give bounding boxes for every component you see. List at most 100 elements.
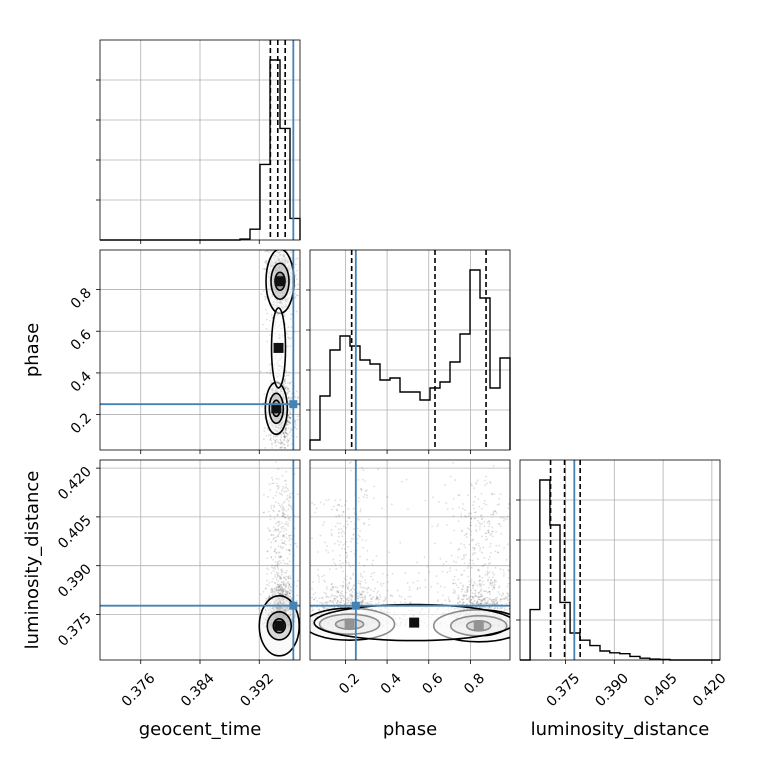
sample-point	[322, 603, 324, 605]
sample-point	[483, 606, 486, 609]
sample-point	[507, 601, 510, 604]
sample-point	[261, 405, 264, 408]
sample-point	[476, 596, 479, 599]
sample-point	[281, 541, 284, 544]
sample-point	[492, 510, 495, 513]
sample-point	[319, 601, 322, 604]
sample-point	[282, 507, 285, 510]
sample-point	[288, 582, 291, 585]
sample-point	[294, 296, 297, 298]
sample-point	[285, 490, 288, 493]
sample-point	[348, 582, 351, 585]
sample-point	[285, 585, 288, 588]
sample-point	[287, 577, 290, 580]
sample-point	[281, 493, 283, 496]
sample-point	[284, 382, 287, 385]
sample-point	[448, 600, 451, 603]
sample-point	[270, 572, 273, 574]
sample-point	[280, 530, 282, 533]
sample-point	[278, 504, 281, 507]
sample-point	[280, 569, 283, 572]
sample-point	[281, 592, 283, 595]
sample-point	[283, 381, 285, 383]
sample-point	[289, 577, 292, 579]
sample-point	[353, 588, 356, 591]
sample-point	[474, 517, 477, 520]
sample-point	[290, 251, 293, 254]
sample-point	[269, 369, 272, 372]
sample-point	[340, 599, 343, 602]
sample-point	[359, 555, 361, 558]
sample-point	[484, 597, 487, 599]
sample-point	[478, 598, 480, 601]
sample-point	[289, 422, 291, 425]
sample-point	[268, 251, 270, 254]
sample-point	[491, 513, 494, 516]
sample-point	[488, 590, 491, 593]
sample-point	[342, 595, 345, 597]
sample-point	[359, 582, 361, 585]
sample-point	[284, 428, 287, 431]
sample-point	[475, 530, 478, 533]
sample-point	[267, 584, 270, 587]
sample-point	[313, 598, 316, 601]
sample-point	[285, 593, 288, 596]
sample-point	[287, 405, 290, 407]
sample-point	[410, 601, 412, 604]
sample-point	[284, 378, 286, 381]
sample-point	[323, 607, 326, 610]
sample-point	[285, 470, 288, 473]
sample-point	[478, 575, 481, 578]
sample-point	[279, 506, 282, 508]
sample-point	[276, 513, 279, 516]
sample-point	[282, 444, 285, 446]
sample-point	[287, 427, 290, 430]
sample-point	[287, 522, 290, 525]
sample-point	[326, 587, 328, 590]
sample-point	[484, 484, 487, 486]
sample-point	[268, 595, 271, 598]
sample-point	[472, 552, 475, 555]
sample-point	[270, 546, 273, 549]
sample-point	[266, 371, 269, 374]
sample-point	[290, 586, 293, 589]
sample-point	[484, 599, 487, 601]
sample-point	[357, 579, 360, 582]
sample-point	[342, 511, 345, 513]
sample-point	[269, 372, 272, 375]
sample-point	[470, 599, 473, 601]
sample-point	[288, 307, 291, 310]
sample-point	[288, 338, 291, 340]
sample-point	[279, 593, 281, 596]
sample-point	[285, 429, 288, 432]
sample-point	[266, 427, 269, 430]
sample-point	[399, 541, 402, 544]
sample-point	[348, 589, 351, 592]
sample-point	[474, 495, 477, 498]
sample-point	[361, 600, 364, 603]
sample-point	[458, 506, 460, 509]
sample-point	[374, 587, 377, 590]
sample-point	[287, 336, 289, 338]
sample-point	[272, 526, 275, 529]
sample-point	[266, 550, 269, 553]
sample-point	[432, 496, 435, 499]
sample-point	[341, 586, 344, 589]
sample-point	[467, 514, 470, 517]
sample-point	[342, 585, 345, 587]
sample-point	[493, 603, 496, 605]
sample-point	[457, 520, 460, 523]
sample-point	[436, 591, 439, 594]
sample-point	[296, 257, 299, 260]
sample-point	[492, 585, 495, 588]
sample-point	[479, 603, 481, 606]
sample-point	[284, 386, 287, 388]
sample-point	[339, 541, 342, 543]
sample-point	[484, 573, 487, 576]
sample-point	[468, 559, 471, 561]
sample-point	[466, 586, 469, 589]
sample-point	[350, 520, 353, 523]
sample-point	[493, 607, 496, 609]
sample-point	[466, 603, 468, 606]
sample-point	[416, 561, 418, 564]
